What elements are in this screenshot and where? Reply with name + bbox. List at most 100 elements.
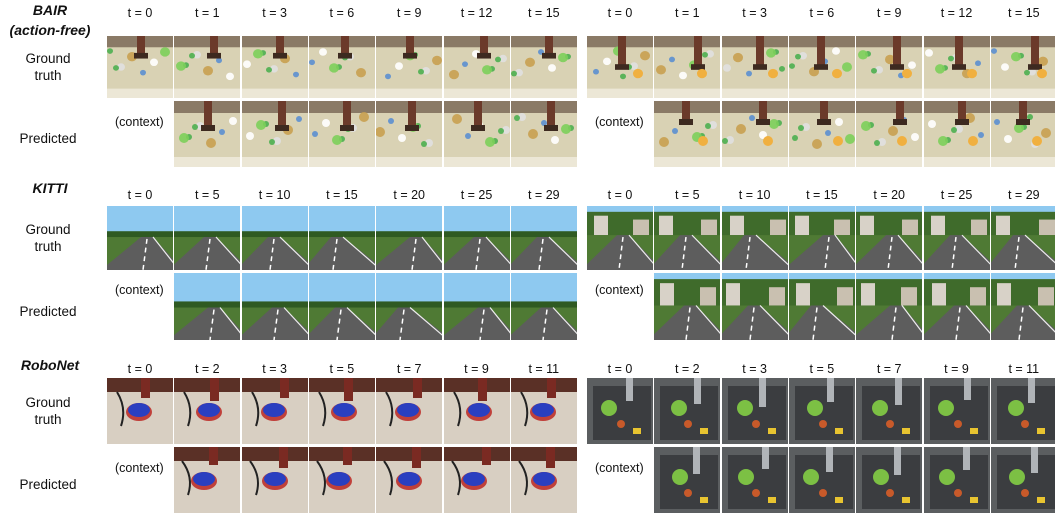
ground-truth-frame [856,36,923,98]
timestep-label: t = 15 [527,6,560,20]
predicted-frame [721,101,788,167]
predicted-frame [241,447,308,513]
timestep-label: t = 9 [944,362,969,376]
timestep-label: t = 9 [464,362,489,376]
timestep-label: t = 29 [527,188,560,202]
ground-truth-frame [721,206,788,270]
ground-truth-frame [654,36,721,98]
timestep-label: t = 0 [127,362,153,376]
ground-truth-frame [654,206,721,270]
ground-truth-frame [587,36,653,98]
predicted-frame [241,101,308,167]
timestep-label: t = 0 [127,6,153,20]
timestep-label: t = 5 [674,188,700,202]
predicted-frame [654,447,721,513]
timestep-label: t = 25 [940,188,973,202]
ground-truth-frame [587,206,653,270]
predicted-frame [510,273,577,340]
ground-truth-frame [721,36,788,98]
timestep-label: t = 11 [528,362,560,376]
timestep-label: t = 0 [607,6,633,20]
ground-truth-frame [174,36,241,98]
ground-truth-frame [107,36,173,98]
context-label: (context) [595,283,644,297]
ground-truth-frame [107,378,173,444]
timestep-label: t = 7 [876,362,902,376]
predicted-frame [990,101,1055,167]
dataset-name-subtitle: (action-free) [9,22,91,38]
predicted-frame [654,101,721,167]
timestep-label: t = 1 [194,6,220,20]
timestep-label: t = 25 [460,188,493,202]
timestep-label: t = 20 [393,188,425,202]
ground-truth-frame [721,378,788,444]
predicted-frame [990,447,1055,513]
dataset-name: BAIR [32,2,68,18]
timestep-label: t = 2 [674,362,700,376]
row-label-ground-truth-line2: truth [34,68,62,83]
predicted-frame [174,101,241,167]
ground-truth-frame [587,378,653,444]
ground-truth-frame [856,206,923,270]
ground-truth-frame [788,206,855,270]
row-label-ground-truth: Ground truth [0,50,96,84]
ground-truth-frame [923,36,990,98]
ground-truth-frame [443,378,510,444]
predicted-frame [856,273,923,340]
ground-truth-frame [923,206,990,270]
context-label: (context) [115,283,164,297]
ground-truth-frame [990,36,1055,98]
timestep-label: t = 6 [809,6,835,20]
ground-truth-frame [654,378,721,444]
timestep-label: t = 5 [329,362,355,376]
predicted-frame [654,273,721,340]
ground-truth-frame [510,36,577,98]
timestep-label: t = 0 [607,362,633,376]
predicted-frame [510,101,577,167]
predicted-frame [510,447,577,513]
timestep-label: t = 5 [194,188,220,202]
predicted-frame [174,273,241,340]
predicted-frame [923,447,990,513]
ground-truth-frame [443,36,510,98]
ground-truth-frame [788,36,855,98]
predicted-frame [376,101,443,167]
timestep-label: t = 15 [326,188,358,202]
predicted-frame [443,273,510,340]
ground-truth-frame [308,378,375,444]
context-label: (context) [595,115,644,129]
ground-truth-frame [308,36,375,98]
predicted-frame [443,101,510,167]
predicted-frame [308,447,375,513]
ground-truth-frame [241,206,308,270]
context-label: (context) [115,115,164,129]
row-label-predicted: Predicted [19,303,77,319]
row-label-ground-truth: Ground truth [0,221,96,255]
ground-truth-frame [174,378,241,444]
predicted-frame [788,273,855,340]
ground-truth-frame [241,36,308,98]
predicted-frame [443,447,510,513]
ground-truth-frame [443,206,510,270]
timestep-label: t = 7 [396,362,422,376]
timestep-label: t = 9 [396,6,422,20]
ground-truth-frame [376,36,443,98]
timestep-label: t = 10 [258,188,291,202]
dataset-name: RoboNet [20,357,80,373]
timestep-label: t = 12 [460,6,493,20]
row-label-ground-truth-line1: Ground [25,51,71,66]
context-label: (context) [595,461,644,475]
predicted-frame [721,447,788,513]
predicted-frame [990,273,1055,340]
timestep-label: t = 15 [1007,6,1040,20]
ground-truth-frame [788,378,855,444]
timestep-label: t = 5 [809,362,835,376]
predicted-frame [174,447,241,513]
predicted-frame [923,101,990,167]
predicted-frame [856,447,923,513]
predicted-frame [376,273,443,340]
timestep-label: t = 2 [194,362,220,376]
ground-truth-frame [510,378,577,444]
row-label-ground-truth-line2: truth [34,412,62,427]
ground-truth-frame [923,378,990,444]
